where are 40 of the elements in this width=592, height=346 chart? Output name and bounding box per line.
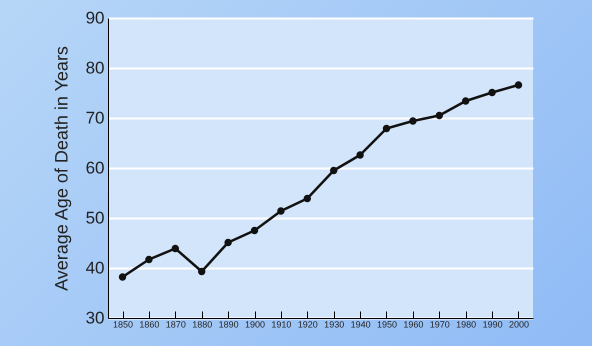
x-tick-label: 1860 xyxy=(139,320,160,330)
point xyxy=(330,166,338,174)
point xyxy=(224,238,232,246)
x-tick-label: 1900 xyxy=(244,320,266,330)
x-tick-label: 1990 xyxy=(482,320,503,330)
point xyxy=(145,256,153,264)
point xyxy=(250,226,258,234)
x-tick-label: 1910 xyxy=(271,320,292,330)
point xyxy=(382,124,390,132)
point xyxy=(436,112,443,120)
y-tick-label: 70 xyxy=(86,108,104,128)
x-tick-label: 1970 xyxy=(430,320,450,330)
x-tick-label: 1920 xyxy=(298,320,318,330)
point xyxy=(277,207,285,215)
x-tick-label: 1950 xyxy=(376,320,398,330)
y-tick-label: 60 xyxy=(86,158,104,178)
y-tick-label: 30 xyxy=(86,308,104,328)
point xyxy=(356,151,364,159)
y-tick-label: 80 xyxy=(86,58,104,78)
y-tick-label: 40 xyxy=(86,258,104,278)
point xyxy=(118,273,126,281)
point xyxy=(198,268,206,276)
x-tick-label: 1940 xyxy=(350,320,371,330)
x-tick-label: 1930 xyxy=(324,320,344,330)
y-tick-label: 90 xyxy=(86,8,104,28)
point xyxy=(514,81,522,89)
point xyxy=(409,117,417,125)
x-tick-label: 1980 xyxy=(456,320,476,330)
y-axis-title: Average Age of Death in Years xyxy=(52,46,72,291)
x-tick-label: 1890 xyxy=(218,320,239,330)
x-tick-label: 1960 xyxy=(403,320,424,330)
x-tick-label: 2000 xyxy=(508,320,529,330)
point xyxy=(462,97,470,105)
x-tick-label: 1850 xyxy=(113,320,134,330)
point xyxy=(172,244,180,252)
point xyxy=(304,194,312,202)
x-tick-label: 1870 xyxy=(166,320,186,330)
point xyxy=(488,88,496,96)
x-tick-label: 1880 xyxy=(192,320,212,330)
y-tick-label: 50 xyxy=(86,208,104,228)
